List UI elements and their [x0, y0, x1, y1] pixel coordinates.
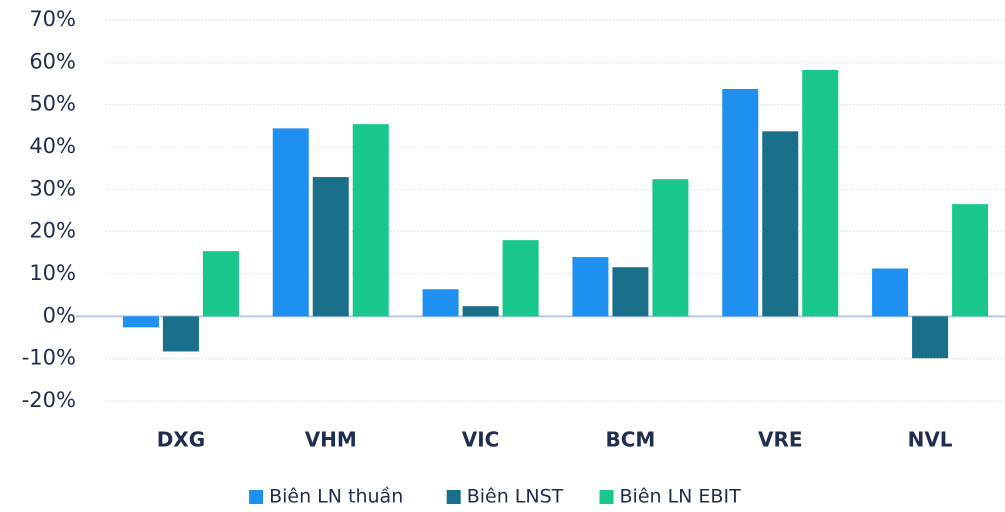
y-tick-label: 30% — [29, 176, 76, 200]
bar — [312, 177, 349, 317]
legend-label: Biên LNST — [467, 486, 564, 508]
y-tick-label: 40% — [29, 134, 76, 158]
y-tick-label: -10% — [22, 346, 76, 370]
x-tick-label: NVL — [908, 428, 953, 452]
bar — [762, 131, 799, 317]
bar — [912, 316, 949, 359]
legend-swatch — [249, 490, 264, 504]
y-tick-label: 70% — [29, 7, 76, 31]
x-tick-label: BCM — [606, 428, 656, 452]
legend-swatch — [599, 490, 614, 504]
bar — [272, 128, 309, 317]
x-tick-label: VIC — [462, 428, 500, 452]
y-tick-label: 60% — [29, 49, 76, 73]
x-tick-label: VRE — [758, 428, 803, 452]
bar — [352, 124, 389, 317]
legend-swatch — [446, 490, 461, 504]
bar — [202, 251, 239, 317]
bar — [952, 204, 989, 317]
bar — [162, 316, 199, 352]
bar — [652, 179, 689, 317]
bar — [802, 69, 839, 317]
x-tick-label: DXG — [157, 428, 205, 452]
x-tick-label: VHM — [305, 428, 357, 452]
bar — [572, 257, 609, 317]
bar — [462, 306, 499, 317]
bar — [722, 89, 759, 317]
y-tick-label: 0% — [43, 303, 76, 327]
y-tick-label: -20% — [22, 388, 76, 412]
bar — [612, 267, 649, 317]
y-tick-label: 50% — [29, 92, 76, 116]
y-tick-label: 10% — [29, 261, 76, 285]
bar — [122, 316, 159, 328]
y-tick-label: 20% — [29, 219, 76, 243]
legend-label: Biên LN thuần — [269, 486, 403, 508]
bar — [872, 268, 909, 317]
legend-label: Biên LN EBIT — [620, 486, 742, 508]
bar — [502, 240, 539, 317]
bar — [422, 289, 459, 317]
